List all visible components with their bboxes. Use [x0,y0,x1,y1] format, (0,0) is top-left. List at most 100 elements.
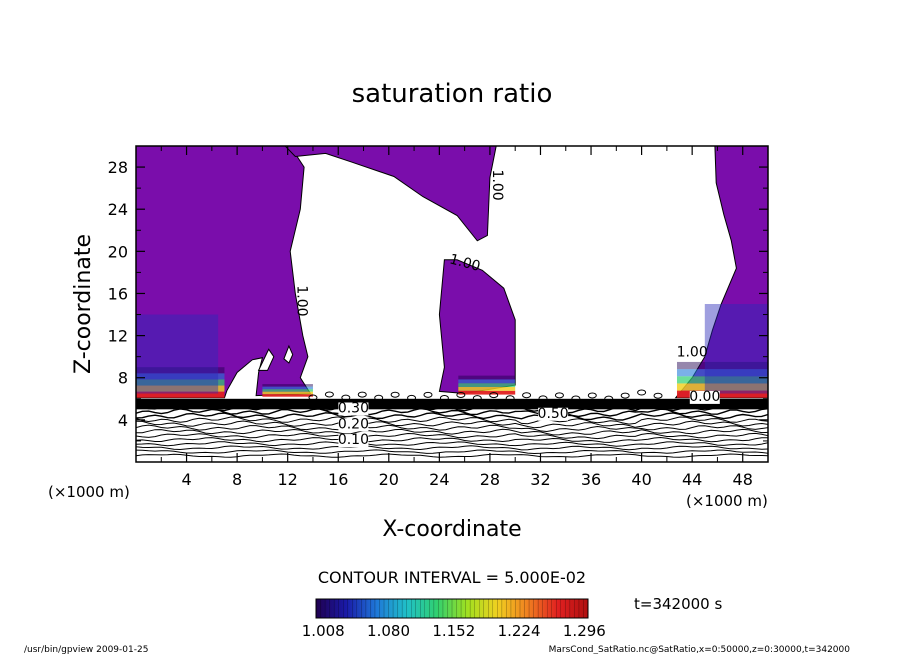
contour-label: 1.00 [293,285,309,316]
contour-line [136,428,768,436]
contour-line [136,441,768,447]
contour-interval-text: CONTOUR INTERVAL = 5.000E-02 [318,568,586,587]
x-tick-label: 16 [328,470,348,489]
contour-loop [505,395,515,402]
saturation-band-left-base [136,367,225,374]
contour-label: 1.00 [677,345,708,361]
contour-line [136,432,768,440]
saturation-band-left-base [136,373,225,380]
colorbar-label: 1.152 [432,622,475,640]
contour-loop [423,391,433,398]
contour-label: 0.50 [538,406,569,422]
contour-loop [324,391,334,398]
x-tick-label: 8 [232,470,242,489]
x-tick-label: 12 [278,470,298,489]
x-unit-label-left: (×1000 m) [48,483,130,501]
y-tick-label: 28 [108,158,128,177]
saturation-band-left2-base [262,394,313,397]
colorbar-label: 1.224 [498,622,541,640]
contour-loop [357,391,367,398]
contour-loop [637,389,647,396]
contour-label: 1.00 [489,170,505,201]
contour-loop [538,395,548,402]
x-tick-label: 24 [429,470,449,489]
x-tick-label: 20 [379,470,399,489]
saturation-band-mid-base [458,387,516,391]
saturation-band-mid-base [458,383,516,388]
contour-label: 1.00 [448,251,482,275]
contour-label-bg [338,418,369,432]
y-tick-label: 12 [108,327,128,346]
footer-right: MarsCond_SatRatio.nc@SatRatio,x=0:50000,… [549,645,851,654]
contour-label: 0.30 [338,400,369,416]
saturation-band-right-base [676,383,768,391]
contour-line [136,445,768,451]
x-tick-label: 44 [682,470,702,489]
contour-line [136,420,768,429]
y-tick-label: 16 [108,284,128,303]
saturation-band-left2-base [262,384,313,387]
contour-label: 0.10 [338,432,369,448]
saturation-shade-right-shade [704,304,768,394]
contour-loop [390,391,400,398]
contour-label: 0.20 [338,416,369,432]
contour-line [136,453,768,458]
colorbar-label: 1.080 [367,622,410,640]
contour-label-bg [338,402,369,416]
subsaturated-hole [283,344,294,364]
contour-loop [472,395,482,402]
contour-loop [587,392,597,399]
y-axis: 4 8 12 16 20 24 28 [108,158,768,442]
contour-line [136,449,768,455]
saturation-shade-left-shade [136,314,219,394]
chart-title: saturation ratio [352,79,553,109]
saturation-band-mid-base [458,390,516,395]
contour-loop [522,392,532,399]
saturation-band-left-base [136,391,225,398]
y-tick-label: 4 [118,411,128,430]
x-unit-label-right: (×1000 m) [686,492,768,510]
y-tick-label: 24 [108,200,128,219]
x-tick-label: 32 [530,470,550,489]
contour-line [136,416,768,425]
x-tick-label: 28 [480,470,500,489]
saturation-band-left2-base [262,391,313,395]
supersaturated-region-right-plume [674,146,768,399]
colorbar-label: 1.008 [302,622,345,640]
supersaturated-region-upper-plume [284,146,497,242]
y-axis-label: Z-coordinate [71,234,96,374]
contour-label-bg [689,390,720,404]
x-axis-label: X-coordinate [382,517,521,542]
x-tick-label: 4 [181,470,191,489]
contour-line [136,412,768,421]
contour-loop [439,395,449,402]
colorbar: 1.008 1.080 1.152 1.224 1.296 [302,598,606,640]
saturation-band-left-base [136,385,225,392]
saturation-band-right-base [676,361,768,370]
contour-loop [604,395,614,402]
colorbar-label: 1.296 [563,622,606,640]
contour-loop [554,392,564,399]
contour-loop [407,394,417,401]
saturation-band-mid-base [458,379,516,384]
saturation-band-left-base [136,379,225,386]
contour-line [136,436,768,443]
contour-loop [341,394,351,401]
contour-loop [374,394,384,401]
x-tick-label: 36 [581,470,601,489]
contour-loop [653,392,663,399]
x-tick-label: 48 [733,470,753,489]
y-tick-label: 8 [118,369,128,388]
x-tick-label: 40 [631,470,651,489]
contour-label-bg [538,407,569,421]
contour-line [136,424,768,433]
contour-loop [571,395,581,402]
saturation-band-right-base [676,390,768,398]
subsaturated-hole [257,348,275,371]
saturation-band-left2-base [262,389,313,392]
contour-loop [489,392,499,399]
x-axis: 4 8 12 16 20 24 28 32 36 40 44 48 [160,146,753,489]
footer-left: /usr/bin/gpview 2009-01-25 [24,645,148,654]
contour-line [136,407,768,418]
